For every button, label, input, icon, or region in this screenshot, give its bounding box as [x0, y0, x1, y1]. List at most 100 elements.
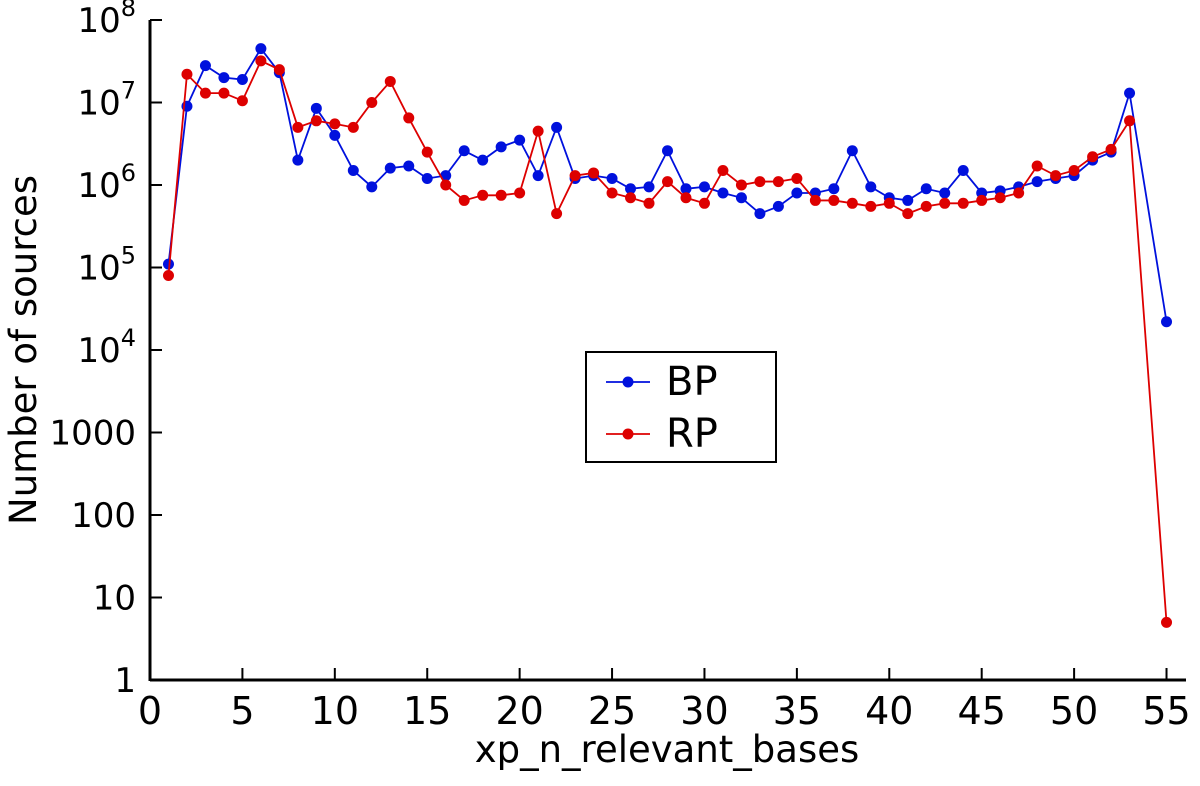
data-point-BP: [403, 160, 415, 172]
y-tick-label: 107: [77, 77, 136, 124]
data-point-RP: [1031, 160, 1043, 172]
data-point-RP: [828, 194, 840, 206]
data-point-RP: [495, 189, 507, 201]
data-point-RP: [772, 176, 784, 188]
data-point-RP: [1013, 187, 1025, 199]
data-point-RP: [551, 208, 563, 220]
x-tick-label: 35: [773, 689, 821, 733]
y-tick-label: 10: [93, 579, 136, 619]
legend-label: BP: [666, 359, 718, 405]
data-point-RP: [1050, 170, 1062, 182]
data-point-BP: [920, 183, 932, 195]
data-point-RP: [606, 187, 618, 199]
data-point-RP: [255, 55, 267, 67]
y-tick-label: 1: [114, 661, 136, 701]
data-point-BP: [292, 154, 304, 166]
data-point-BP: [310, 102, 322, 114]
data-point-RP: [883, 197, 895, 209]
legend-marker-dot: [622, 428, 634, 440]
data-point-RP: [754, 176, 766, 188]
x-tick-label: 15: [403, 689, 451, 733]
data-point-BP: [218, 72, 230, 84]
data-point-BP: [551, 121, 563, 133]
data-point-BP: [717, 187, 729, 199]
data-point-RP: [902, 208, 914, 220]
data-point-RP: [957, 197, 969, 209]
data-point-RP: [403, 112, 415, 124]
data-point-RP: [292, 121, 304, 133]
data-point-BP: [643, 181, 655, 193]
x-tick-label: 5: [230, 689, 254, 733]
x-axis-title: xp_n_relevant_bases: [475, 728, 860, 771]
x-tick-label: 40: [865, 689, 913, 733]
data-point-BP: [532, 170, 544, 182]
x-tick-label: 10: [311, 689, 359, 733]
data-point-RP: [347, 121, 359, 133]
data-point-RP: [199, 87, 211, 99]
data-point-BP: [421, 172, 433, 184]
data-point-BP: [846, 145, 858, 157]
data-point-RP: [939, 197, 951, 209]
data-point-RP: [384, 75, 396, 87]
data-point-BP: [754, 208, 766, 220]
x-tick-label: 45: [958, 689, 1006, 733]
x-tick-label: 55: [1142, 689, 1190, 733]
plot-area: 0 5 10 15 20 25 30 35 40 45 50 55 1 10 100 1000 104 105 10…: [49, 0, 1190, 733]
data-point-RP: [1087, 151, 1099, 163]
data-point-BP: [662, 145, 673, 157]
y-tick-label: 106: [77, 159, 136, 206]
data-point-BP: [902, 194, 914, 206]
data-point-RP: [532, 125, 544, 137]
legend-box: [585, 351, 777, 463]
data-point-RP: [625, 192, 637, 204]
data-point-BP: [772, 200, 784, 212]
data-point-BP: [329, 129, 341, 141]
data-point-RP: [643, 197, 655, 209]
data-point-RP: [791, 172, 803, 184]
data-point-BP: [606, 172, 618, 184]
data-point-RP: [1161, 616, 1173, 628]
x-tick-label: 0: [138, 689, 162, 733]
y-axis-title: Number of sources: [2, 175, 45, 525]
data-point-RP: [236, 95, 248, 107]
data-point-BP: [514, 134, 526, 146]
x-tick-label: 50: [1050, 689, 1098, 733]
data-point-BP: [236, 74, 248, 86]
data-point-RP: [329, 118, 341, 130]
x-tick-label: 20: [495, 689, 543, 733]
legend-label: RP: [666, 411, 718, 457]
y-tick-label: 108: [77, 0, 136, 41]
x-tick-label: 30: [680, 689, 728, 733]
x-tick-label: 25: [588, 689, 636, 733]
data-point-RP: [569, 170, 581, 182]
data-point-BP: [384, 162, 396, 174]
data-point-BP: [366, 181, 378, 193]
data-point-BP: [255, 43, 267, 55]
data-point-BP: [495, 141, 507, 153]
series-line-RP: [167, 59, 1168, 623]
data-point-RP: [1105, 143, 1117, 155]
data-point-RP: [1124, 115, 1136, 127]
data-point-BP: [828, 183, 840, 195]
data-point-RP: [477, 189, 489, 201]
data-point-RP: [273, 64, 285, 76]
data-point-RP: [440, 179, 452, 191]
data-point-BP: [957, 164, 969, 176]
data-point-RP: [846, 197, 858, 209]
data-point-RP: [662, 176, 673, 188]
data-point-BP: [162, 258, 174, 270]
data-point-RP: [698, 197, 710, 209]
data-point-BP: [698, 181, 710, 193]
data-point-BP: [1124, 87, 1136, 99]
data-point-RP: [865, 200, 877, 212]
data-point-RP: [976, 194, 988, 206]
legend-marker-dot: [622, 376, 634, 388]
data-point-RP: [366, 97, 378, 108]
data-point-RP: [920, 200, 932, 212]
data-point-RP: [162, 269, 174, 281]
data-point-RP: [310, 115, 322, 127]
data-point-RP: [809, 194, 821, 206]
data-point-RP: [218, 87, 230, 99]
y-tick-label: 105: [77, 242, 136, 289]
